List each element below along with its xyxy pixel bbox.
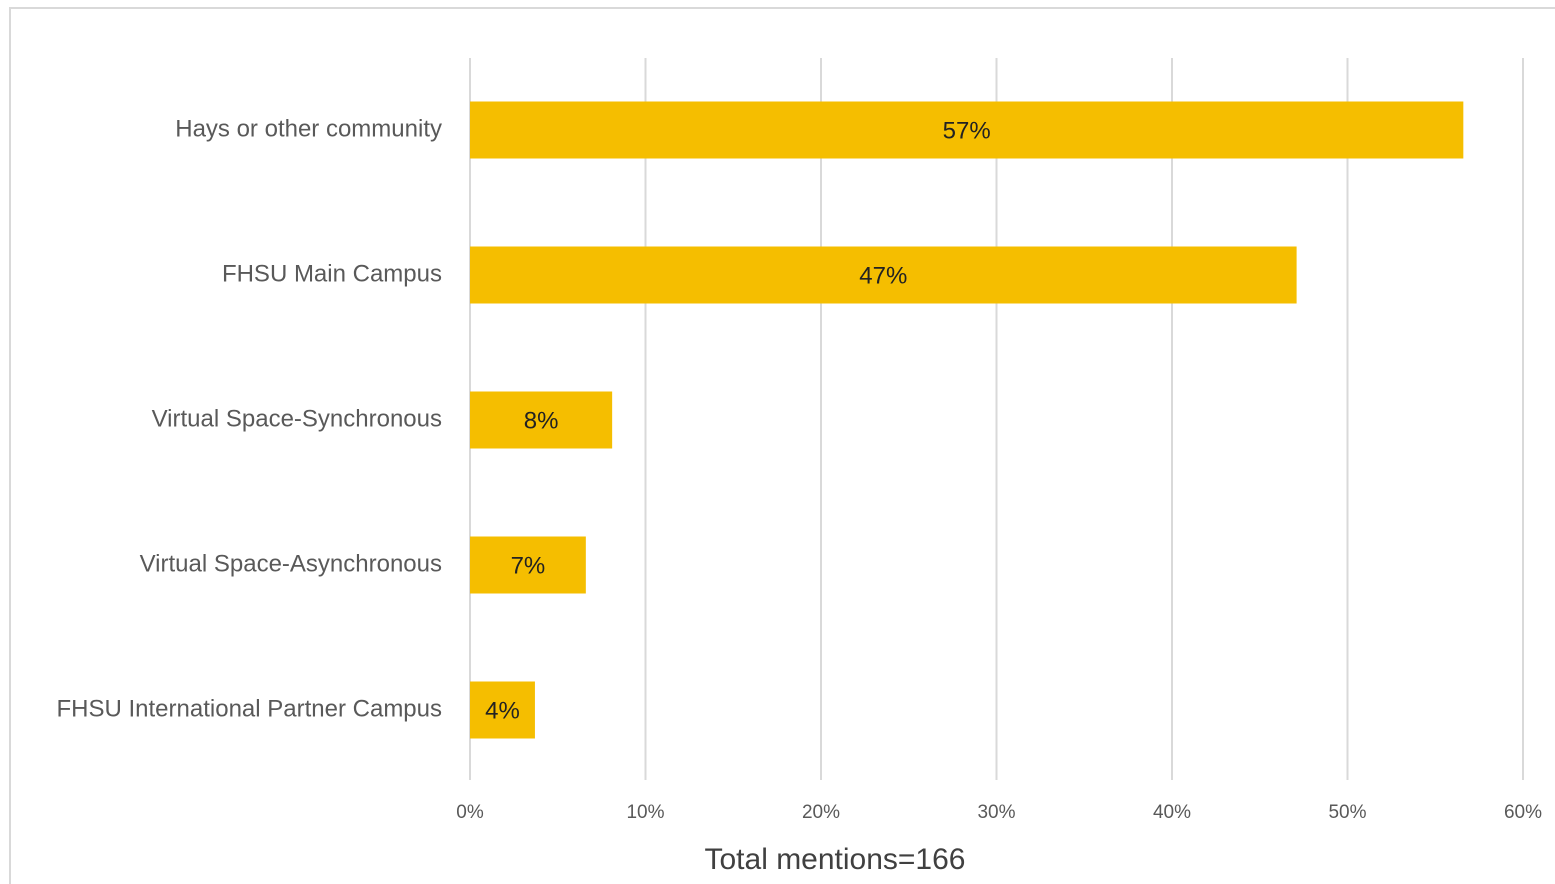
bar-value-label: 4% <box>485 697 520 724</box>
bar-value-label: 57% <box>943 117 991 144</box>
x-tick-label: 50% <box>1328 802 1366 823</box>
bar <box>470 101 1464 159</box>
bar-value-label: 8% <box>524 407 559 434</box>
y-tick-label: Virtual Space-Synchronous <box>152 405 442 432</box>
y-tick-label: FHSU Main Campus <box>222 260 442 287</box>
x-axis-title: Total mentions=166 <box>704 843 965 876</box>
x-tick-label: 10% <box>626 802 664 823</box>
x-tick-label: 0% <box>456 802 484 823</box>
x-tick-label: 40% <box>1153 802 1191 823</box>
bar <box>470 681 535 739</box>
y-tick-label: Hays or other community <box>175 115 442 142</box>
x-tick-label: 20% <box>802 802 840 823</box>
bar <box>470 246 1297 304</box>
bar-value-label: 7% <box>511 552 546 579</box>
x-tick-label: 60% <box>1504 802 1542 823</box>
x-tick-label: 30% <box>977 802 1015 823</box>
y-tick-label: Virtual Space-Asynchronous <box>140 550 442 577</box>
bar-value-label: 47% <box>859 262 907 289</box>
bar <box>470 536 586 594</box>
bar <box>470 391 613 449</box>
y-tick-label: FHSU International Partner Campus <box>57 695 443 722</box>
